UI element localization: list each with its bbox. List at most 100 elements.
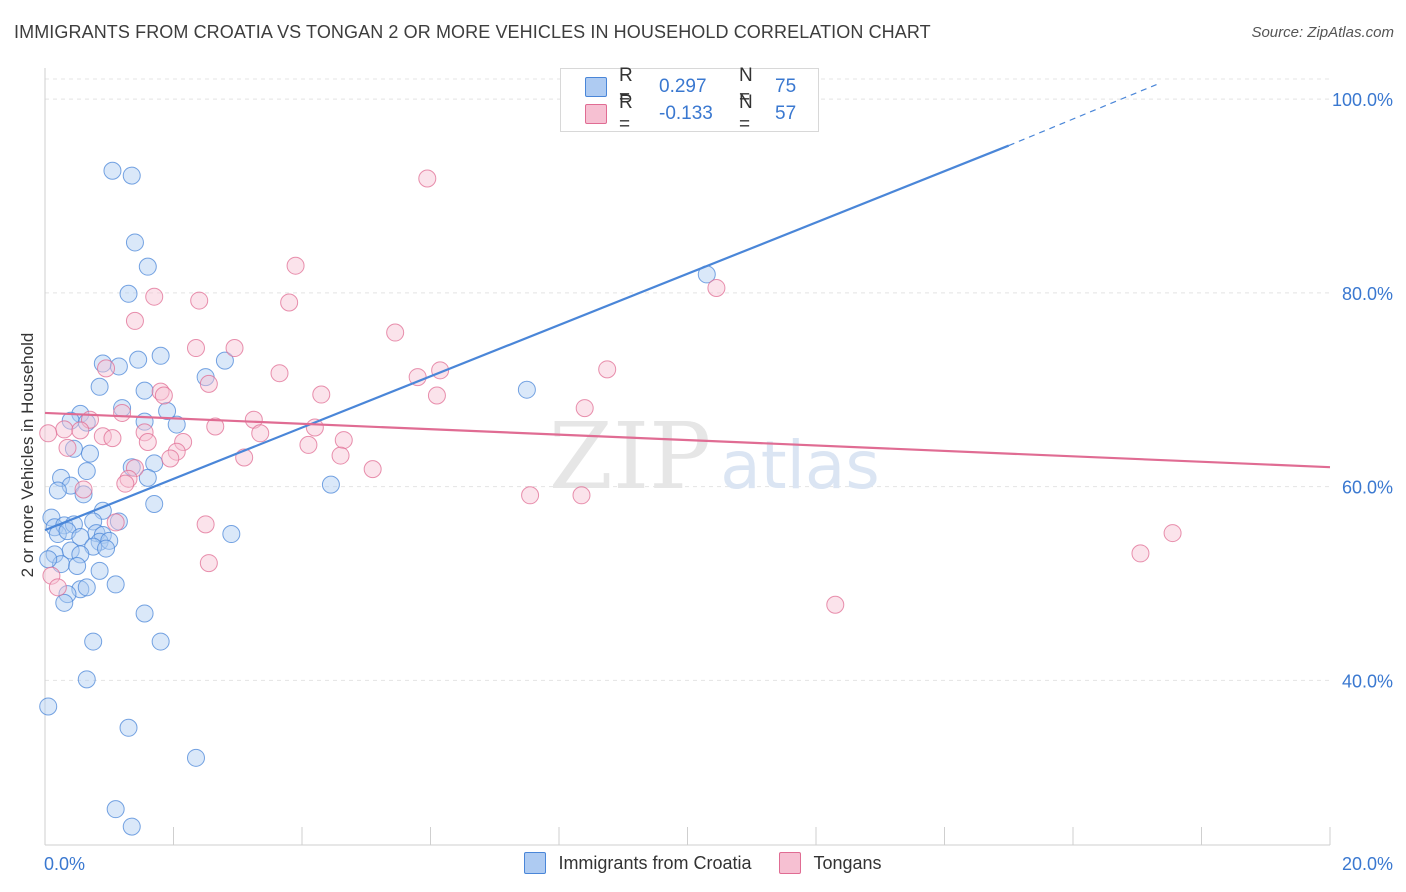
y-axis-label: 2 or more Vehicles in Household <box>18 332 37 578</box>
point-croatia <box>77 462 96 481</box>
point-tongans <box>119 469 138 488</box>
point-tongans <box>363 460 382 479</box>
point-croatia <box>119 718 138 737</box>
point-tongans <box>199 554 218 573</box>
x-tick-label: 20.0% <box>1342 854 1393 874</box>
chart-title: IMMIGRANTS FROM CROATIA VS TONGAN 2 OR M… <box>14 22 931 42</box>
point-croatia <box>186 748 205 767</box>
point-croatia <box>517 380 536 399</box>
point-tongans <box>74 480 93 499</box>
trend-lines <box>44 83 1331 532</box>
point-croatia <box>106 575 125 594</box>
point-tongans <box>154 386 173 405</box>
legend-swatch-tongans <box>585 104 607 124</box>
point-tongans <box>572 486 591 505</box>
point-croatia <box>151 632 170 651</box>
point-croatia <box>138 468 157 487</box>
point-tongans <box>186 339 205 358</box>
point-tongans <box>48 578 67 597</box>
series-swatch-tongans <box>779 852 802 874</box>
point-tongans <box>299 435 318 454</box>
point-croatia <box>167 415 186 434</box>
point-tongans <box>427 386 446 405</box>
point-tongans <box>103 429 122 448</box>
point-tongans <box>71 421 90 440</box>
point-tongans <box>575 399 594 418</box>
legend-n-label: N = <box>739 92 753 135</box>
series-label-tongans: Tongans <box>813 852 882 873</box>
point-croatia <box>90 561 109 580</box>
point-tongans <box>125 311 144 330</box>
legend-n-label: N = <box>739 65 753 108</box>
point-tongans <box>521 486 540 505</box>
point-croatia <box>106 800 125 819</box>
point-tongans <box>334 431 353 450</box>
point-croatia <box>215 351 234 370</box>
point-tongans <box>125 459 144 478</box>
point-croatia <box>68 557 87 575</box>
point-tongans <box>225 339 244 358</box>
legend-r-value-croatia: 0.297 <box>659 76 707 97</box>
point-croatia <box>39 697 58 716</box>
point-tongans <box>251 424 270 443</box>
point-tongans <box>280 293 299 312</box>
point-tongans <box>97 359 116 378</box>
point-tongans <box>199 374 218 393</box>
point-croatia <box>122 166 141 185</box>
point-croatia <box>119 284 138 303</box>
trend-line-tongans <box>44 411 1331 469</box>
y-tick-label: 80.0% <box>1342 284 1393 304</box>
point-tongans <box>135 423 154 442</box>
correlation-legend: R = 0.297 N = 75 R = -0.133 N = 57 <box>560 65 819 135</box>
point-tongans <box>106 513 125 532</box>
series-legend: Immigrants from Croatia Tongans <box>0 852 1406 874</box>
point-croatia <box>39 550 58 569</box>
legend-r-label: R = <box>619 65 633 108</box>
point-croatia <box>77 578 96 597</box>
point-tongans <box>196 515 215 534</box>
point-croatia <box>145 495 164 513</box>
point-tongans <box>312 385 331 404</box>
point-tongans <box>55 420 74 439</box>
legend-n-value-tongans: 57 <box>775 103 797 124</box>
point-tongans <box>206 417 225 436</box>
point-tongans <box>331 446 350 465</box>
legend-n-value-croatia: 75 <box>775 76 797 97</box>
legend-row-croatia: R = 0.297 N = 75 <box>585 65 797 108</box>
point-tongans <box>174 433 193 451</box>
point-tongans <box>167 442 186 461</box>
point-tongans <box>138 433 157 451</box>
series-label-croatia: Immigrants from Croatia <box>558 852 752 873</box>
point-croatia <box>135 604 154 623</box>
y-tick-label: 100.0% <box>1332 90 1393 110</box>
trend-line-croatia <box>44 144 1010 532</box>
point-croatia <box>84 512 103 531</box>
point-croatia <box>122 817 141 836</box>
source-credit: Source: ZipAtlas.com <box>1251 24 1394 41</box>
series-legend-croatia[interactable]: Immigrants from Croatia <box>524 852 751 874</box>
data-points <box>39 161 1182 836</box>
trend-line-croatia-extension <box>1008 83 1157 147</box>
tick-labels: 40.0% 60.0% 80.0% 100.0% 0.0% 20.0% <box>44 90 1393 874</box>
point-croatia <box>135 381 154 400</box>
point-tongans <box>145 287 164 306</box>
series-swatch-croatia <box>524 852 547 874</box>
point-tongans <box>58 438 77 457</box>
point-tongans <box>286 256 305 275</box>
point-croatia <box>80 444 99 463</box>
watermark-atlas: atlas <box>720 427 880 504</box>
point-croatia <box>321 475 340 494</box>
legend-r-value-tongans: -0.133 <box>659 103 713 124</box>
point-croatia <box>74 485 93 504</box>
point-croatia <box>129 350 148 369</box>
point-croatia <box>97 539 116 558</box>
point-croatia <box>90 377 109 396</box>
point-tongans <box>39 424 58 443</box>
point-tongans <box>418 169 437 188</box>
point-croatia <box>138 257 157 276</box>
legend-row-tongans: R = -0.133 N = 57 <box>585 92 797 135</box>
point-tongans <box>1131 544 1150 563</box>
series-legend-tongans[interactable]: Tongans <box>779 852 882 874</box>
point-croatia <box>55 593 74 612</box>
point-tongans <box>161 449 180 468</box>
